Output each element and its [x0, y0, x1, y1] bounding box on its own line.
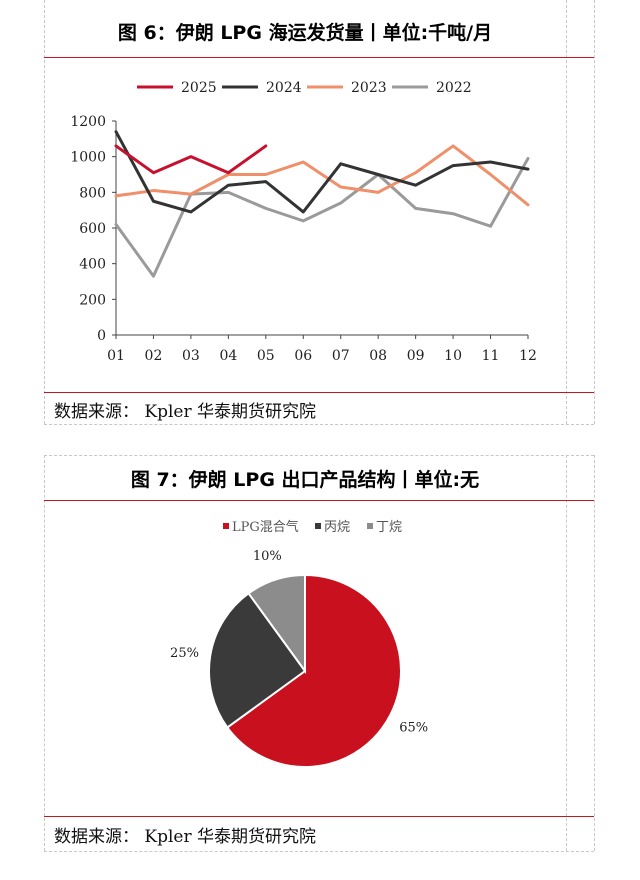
- pie-legend-swatch: [367, 523, 373, 529]
- series-line-2023: [114, 144, 530, 207]
- legend-label-2022: 2022: [436, 80, 472, 96]
- pie-legend-label: 丁烷: [376, 520, 402, 535]
- x-axis: 01 02 03 04 05 06 07 08 09 10 11 12: [107, 334, 537, 364]
- y-tick-label: 400: [79, 257, 106, 273]
- y-tick-label: 200: [79, 292, 106, 308]
- frame-outer: [594, 0, 595, 424]
- x-tick-label: 10: [444, 348, 462, 364]
- y-tick-label: 0: [97, 328, 106, 344]
- x-tick-label: 09: [407, 348, 425, 364]
- figure6-source: 数据来源： Kpler 华泰期货研究院: [54, 402, 317, 422]
- pie-slice-LPG混合气: [225, 573, 402, 768]
- pie-chart: LPG混合气 丙烷 丁烷 65% 25% 10%: [170, 519, 428, 768]
- source-rule: [44, 392, 594, 393]
- series-line-2022: [114, 156, 530, 278]
- series-group: [114, 130, 530, 278]
- pie-legend-swatch: [223, 523, 229, 529]
- pie-slice-丙烷: [208, 591, 307, 729]
- y-axis: 0 200 400 600 800 1000 1200: [70, 114, 117, 344]
- x-tick-label: 12: [519, 348, 537, 364]
- figure7-source: 数据来源： Kpler 华泰期货研究院: [54, 827, 317, 847]
- frame7-top: [44, 455, 594, 456]
- y-tick-label: 1000: [70, 150, 106, 166]
- pie-legend-label: 丙烷: [324, 520, 350, 535]
- frame7-left: [44, 455, 45, 851]
- pie-slices: [208, 573, 402, 768]
- figure6-title: 图 6：伊朗 LPG 海运发货量丨单位:千吨/月: [117, 22, 493, 44]
- pie-value-label: 25%: [170, 646, 199, 661]
- x-tick-label: 06: [294, 348, 312, 364]
- figure7-title: 图 7：伊朗 LPG 出口产品结构丨单位:无: [130, 469, 480, 491]
- pie-legend: LPG混合气 丙烷 丁烷: [223, 519, 402, 535]
- title7-rule: [44, 500, 594, 501]
- y-tick-label: 800: [79, 185, 106, 201]
- x-tick-label: 08: [369, 348, 387, 364]
- y-tick-label: 600: [79, 221, 106, 237]
- line-chart: 2025 2024 2023 2022 0 200 400 600 800 1000 1200 0…: [70, 80, 537, 364]
- x-tick-label: 03: [182, 348, 200, 364]
- line-legend: 2025 2024 2023 2022: [137, 80, 472, 96]
- title-rule: [44, 57, 594, 58]
- legend-label-2023: 2023: [351, 80, 387, 96]
- pie-legend-swatch: [315, 523, 321, 529]
- x-tick-label: 02: [145, 348, 163, 364]
- frame-left: [44, 0, 45, 424]
- series-line-2024: [114, 130, 530, 214]
- x-tick-label: 04: [219, 348, 237, 364]
- legend-label-2025: 2025: [181, 80, 217, 96]
- series-line-2025: [114, 144, 268, 175]
- frame7-right: [566, 455, 567, 851]
- legend-label-2024: 2024: [266, 80, 302, 96]
- x-tick-label: 07: [332, 348, 350, 364]
- pie-value-label: 65%: [399, 720, 428, 735]
- pie-value-label: 10%: [253, 549, 282, 564]
- frame-right: [566, 0, 567, 424]
- frame7-outer: [594, 455, 595, 851]
- frame7-bottom: [44, 851, 594, 852]
- frame-bottom: [44, 424, 594, 425]
- pie-slice-丁烷: [247, 573, 306, 675]
- pie-legend-label: LPG混合气: [232, 519, 299, 535]
- pie-labels: 65% 25% 10%: [170, 549, 428, 735]
- x-tick-label: 11: [482, 348, 500, 364]
- x-tick-label: 05: [257, 348, 275, 364]
- x-tick-label: 01: [107, 348, 125, 364]
- y-tick-label: 1200: [70, 114, 106, 130]
- source7-rule: [44, 816, 594, 817]
